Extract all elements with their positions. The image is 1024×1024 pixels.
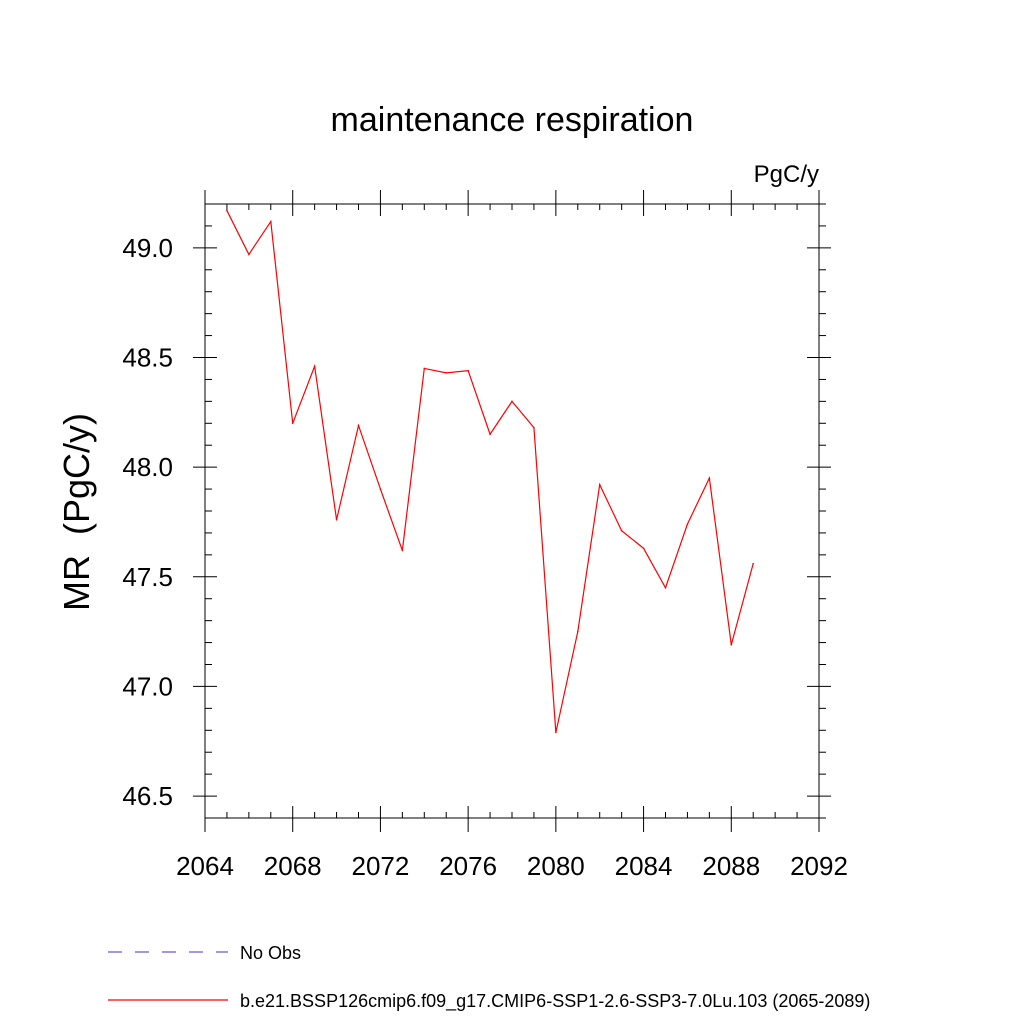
- x-tick-label: 2088: [702, 851, 760, 881]
- x-major-ticks: [204, 190, 820, 832]
- data-point: [576, 630, 579, 633]
- data-point: [269, 220, 272, 223]
- data-point: [620, 529, 623, 532]
- y-minor-ticks: [205, 203, 826, 819]
- x-tick-label: 2068: [264, 851, 322, 881]
- x-minor-ticks: [226, 204, 798, 818]
- plot-frame: [204, 203, 820, 819]
- data-point: [598, 483, 601, 486]
- legend: No Obs b.e21.BSSP126cmip6.f09_g17.CMIP6-…: [108, 943, 870, 1012]
- x-tick-label: 2072: [352, 851, 410, 881]
- data-point: [445, 372, 448, 374]
- chart-title: maintenance respiration: [331, 101, 694, 139]
- data-point: [489, 433, 491, 436]
- data-point: [248, 253, 250, 256]
- y-tick-label: 47.5: [122, 562, 173, 592]
- y-axis-label: MR (PgC/y): [56, 413, 97, 611]
- data-point: [335, 518, 338, 521]
- data-point: [511, 400, 513, 403]
- data-point: [664, 586, 667, 589]
- data-point: [730, 643, 733, 646]
- data-point: [401, 549, 404, 552]
- series-group: [226, 209, 755, 734]
- x-tick-label: 2080: [527, 851, 585, 881]
- data-point: [642, 547, 645, 550]
- x-tick-label: 2092: [790, 851, 848, 881]
- data-point: [467, 369, 469, 372]
- y-tick-labels: 46.5 47.0 47.5 48.0 48.5 49.0: [122, 233, 173, 811]
- data-point: [708, 477, 711, 479]
- y-tick-label: 46.5: [122, 781, 173, 811]
- data-point: [686, 523, 689, 525]
- x-tick-label: 2064: [176, 851, 234, 881]
- y-major-ticks: [193, 247, 831, 797]
- data-point: [752, 562, 755, 565]
- units-label: PgC/y: [754, 161, 819, 188]
- y-tick-label: 47.0: [122, 671, 173, 701]
- data-point: [226, 209, 228, 212]
- legend-no-obs-label: No Obs: [240, 943, 301, 963]
- series-line: [226, 210, 754, 733]
- y-tick-label: 48.0: [122, 452, 173, 482]
- x-tick-label: 2076: [439, 851, 497, 881]
- data-point: [379, 488, 382, 490]
- data-point: [533, 426, 535, 429]
- data-point: [291, 422, 294, 425]
- x-tick-label: 2084: [615, 851, 673, 881]
- data-point: [423, 367, 426, 370]
- x-tick-labels: 2064 2068 2072 2076 2080 2084 2088 2092: [176, 851, 848, 881]
- data-point: [357, 424, 360, 427]
- data-point: [313, 365, 316, 368]
- legend-series-label: b.e21.BSSP126cmip6.f09_g17.CMIP6-SSP1-2.…: [240, 991, 870, 1012]
- y-tick-label: 48.5: [122, 343, 173, 373]
- data-point: [555, 731, 557, 734]
- y-tick-label: 49.0: [122, 233, 173, 263]
